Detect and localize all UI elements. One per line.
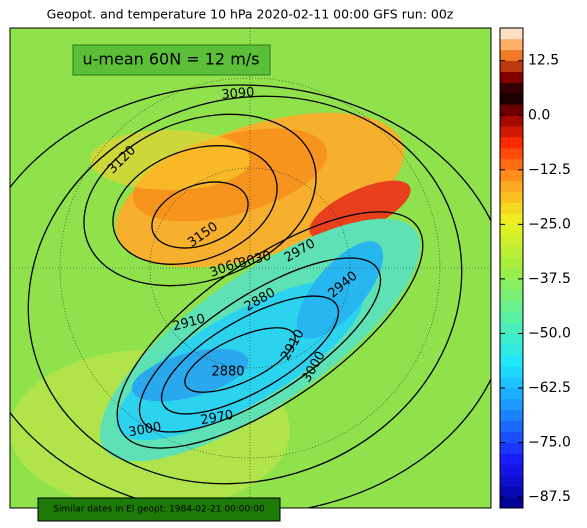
contour-label: 2880 xyxy=(211,365,244,380)
colorbar-band xyxy=(500,409,523,422)
colorbar-tick-label: 12.5 xyxy=(528,53,559,69)
colorbar-band xyxy=(500,268,523,280)
annotation: u-mean 60N = 12 m/s xyxy=(82,50,259,69)
colorbar-band xyxy=(500,148,523,160)
contour-label: 3000 xyxy=(127,420,162,441)
colorbar-band xyxy=(500,344,523,356)
footer-box xyxy=(37,497,281,522)
footer: Similar dates in El geopt: 1984-02-21 00… xyxy=(53,505,265,515)
colorbar-band xyxy=(500,311,523,323)
colorbar-band xyxy=(500,475,523,487)
colorbar-band xyxy=(500,180,523,192)
colorbar-band xyxy=(500,93,523,105)
colorbar-band xyxy=(500,257,523,269)
colorbar-band xyxy=(500,300,523,312)
colorbar-band xyxy=(500,137,523,149)
colorbar-tick-label: −62.5 xyxy=(528,380,571,396)
colorbar-band xyxy=(500,420,523,432)
colorbar-band xyxy=(500,104,523,116)
colorbar-band xyxy=(500,235,523,247)
colorbar-band xyxy=(500,191,523,203)
colorbar-tick-label: −50.0 xyxy=(528,325,571,341)
colorbar-tick-label: −75.0 xyxy=(528,435,571,451)
colorbar-band xyxy=(500,202,523,214)
colorbar-band xyxy=(500,158,523,171)
colorbar-band xyxy=(500,28,523,40)
colorbar-band xyxy=(500,126,523,138)
colorbar-band xyxy=(500,322,523,334)
colorbar-band xyxy=(500,71,523,83)
colorbar-band xyxy=(500,442,523,454)
colorbar xyxy=(500,28,523,509)
colorbar-band xyxy=(500,366,523,378)
colorbar-band xyxy=(500,169,523,182)
colorbar-tick-label: −12.5 xyxy=(528,162,571,178)
contour-label: 3090 xyxy=(221,85,255,103)
colorbar-band xyxy=(500,213,523,225)
colorbar-band xyxy=(500,115,523,127)
colorbar-band xyxy=(500,38,523,51)
colorbar-band xyxy=(500,453,523,465)
colorbar-band xyxy=(500,333,523,345)
colorbar-band xyxy=(500,49,523,62)
colorbar-band xyxy=(500,464,523,476)
colorbar-band xyxy=(500,398,523,411)
colorbar-tick-label: −37.5 xyxy=(528,271,571,287)
colorbar-band xyxy=(500,431,523,443)
colorbar-band xyxy=(500,289,523,302)
annotation-box xyxy=(72,44,271,76)
colorbar-band xyxy=(500,497,523,509)
colorbar-band xyxy=(500,82,523,94)
colorbar-band xyxy=(500,486,523,498)
colorbar-band xyxy=(500,224,523,236)
colorbar-tick-label: −25.0 xyxy=(528,216,571,232)
colorbar-tick-label: −87.5 xyxy=(528,489,571,505)
title: Geopot. and temperature 10 hPa 2020-02-1… xyxy=(47,7,454,22)
colorbar-tick-label: 0.0 xyxy=(528,107,550,123)
colorbar-band xyxy=(500,246,523,258)
colorbar-band xyxy=(500,377,523,389)
contour-label: 2970 xyxy=(199,408,234,429)
colorbar-band xyxy=(500,60,523,72)
colorbar-frame xyxy=(499,27,524,509)
colorbar-band xyxy=(500,355,523,367)
colorbar-band xyxy=(500,388,523,400)
colorbar-band xyxy=(500,278,523,291)
